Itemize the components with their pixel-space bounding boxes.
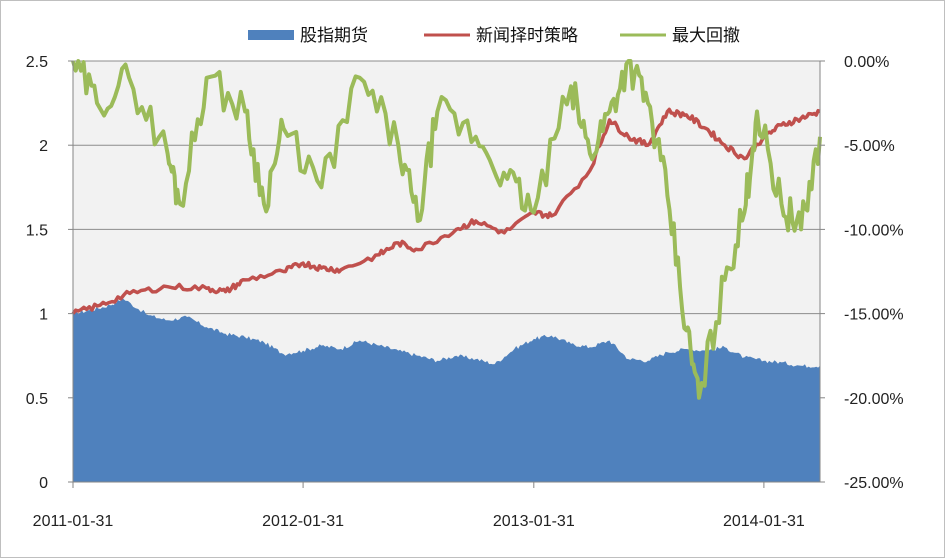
legend-swatch-0 bbox=[248, 30, 294, 40]
y-left-tick-label: 2 bbox=[39, 138, 48, 155]
x-tick-label: 2012-01-31 bbox=[262, 513, 344, 530]
axes: 0 0.5 1 1.5 2 2.5 -25.00% -20.00% -15.00% -10.00%… bbox=[26, 54, 904, 530]
legend: 股指期货 新闻择时策略 最大回撤 bbox=[248, 26, 740, 46]
legend-label-1: 新闻择时策略 bbox=[476, 26, 578, 46]
line-layer bbox=[71, 59, 822, 400]
series-area-0 bbox=[73, 298, 820, 482]
gridlines bbox=[73, 60, 820, 399]
x-tick-label: 2014-01-31 bbox=[723, 513, 805, 530]
y-left-tick-label: 0.5 bbox=[26, 391, 48, 408]
y-right-tick-label: -5.00% bbox=[844, 138, 895, 155]
y-left-tick-label: 1.5 bbox=[26, 222, 48, 239]
y-right-tick-label: -10.00% bbox=[844, 222, 904, 239]
y-left-tick-label: 1 bbox=[39, 307, 48, 324]
y-right-tick-label: -25.00% bbox=[844, 475, 904, 492]
x-tick-label: 2011-01-31 bbox=[33, 513, 114, 530]
series-line-1 bbox=[71, 107, 821, 315]
y-right-tick-label: -20.00% bbox=[844, 391, 904, 408]
y-right-tick-label: 0.00% bbox=[844, 54, 889, 71]
legend-label-0: 股指期货 bbox=[300, 26, 368, 46]
series-line-2 bbox=[71, 59, 822, 400]
area-layer bbox=[73, 298, 820, 482]
y-left-tick-label: 0 bbox=[39, 475, 48, 492]
y-left-tick-label: 2.5 bbox=[26, 54, 48, 71]
x-tick-label: 2013-01-31 bbox=[493, 513, 575, 530]
y-right-tick-label: -15.00% bbox=[844, 307, 904, 324]
legend-label-2: 最大回撤 bbox=[672, 26, 740, 46]
